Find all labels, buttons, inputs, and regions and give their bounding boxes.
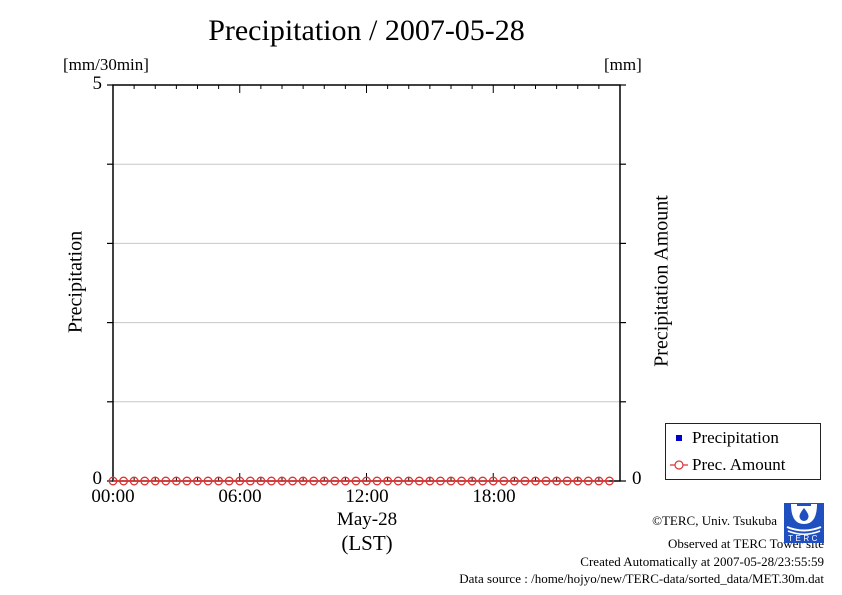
x-axis-date-label: May-28 (336, 509, 398, 530)
x-axis-tick-1800: 18:00 (472, 486, 516, 507)
terc-logo: TERC (784, 503, 824, 543)
right-axis-unit-label: [mm] (604, 55, 642, 74)
left-axis-tick-max: 5 (92, 73, 103, 94)
terc-logo-text: TERC (788, 534, 820, 543)
legend-label-prec-amount: Prec. Amount (692, 455, 786, 474)
legend-item-prec-amount: Prec. Amount (666, 452, 820, 478)
left-axis-tick-min: 0 (92, 468, 103, 489)
created-timestamp-text: Created Automatically at 2007-05-28/23:5… (580, 554, 824, 569)
legend-label-precipitation: Precipitation (692, 428, 779, 447)
legend-box: Precipitation Prec. Amount (665, 423, 821, 480)
data-source-text: Data source : /home/hojyo/new/TERC-data/… (459, 571, 824, 586)
x-axis-tick-0000: 00:00 (91, 486, 135, 507)
x-axis-tick-1200: 12:00 (345, 486, 389, 507)
left-axis-unit-label: [mm/30min] (63, 55, 149, 74)
x-axis-timezone-label: (LST) (341, 531, 393, 555)
legend-item-precipitation: Precipitation (666, 425, 820, 451)
chart-title: Precipitation / 2007-05-28 (208, 14, 525, 47)
x-axis-tick-0600: 06:00 (218, 486, 262, 507)
copyright-text: ©TERC, Univ. Tsukuba (652, 513, 777, 528)
right-axis-tick-min: 0 (632, 468, 642, 489)
square-marker-icon (666, 432, 692, 444)
circle-marker-icon (666, 459, 692, 471)
